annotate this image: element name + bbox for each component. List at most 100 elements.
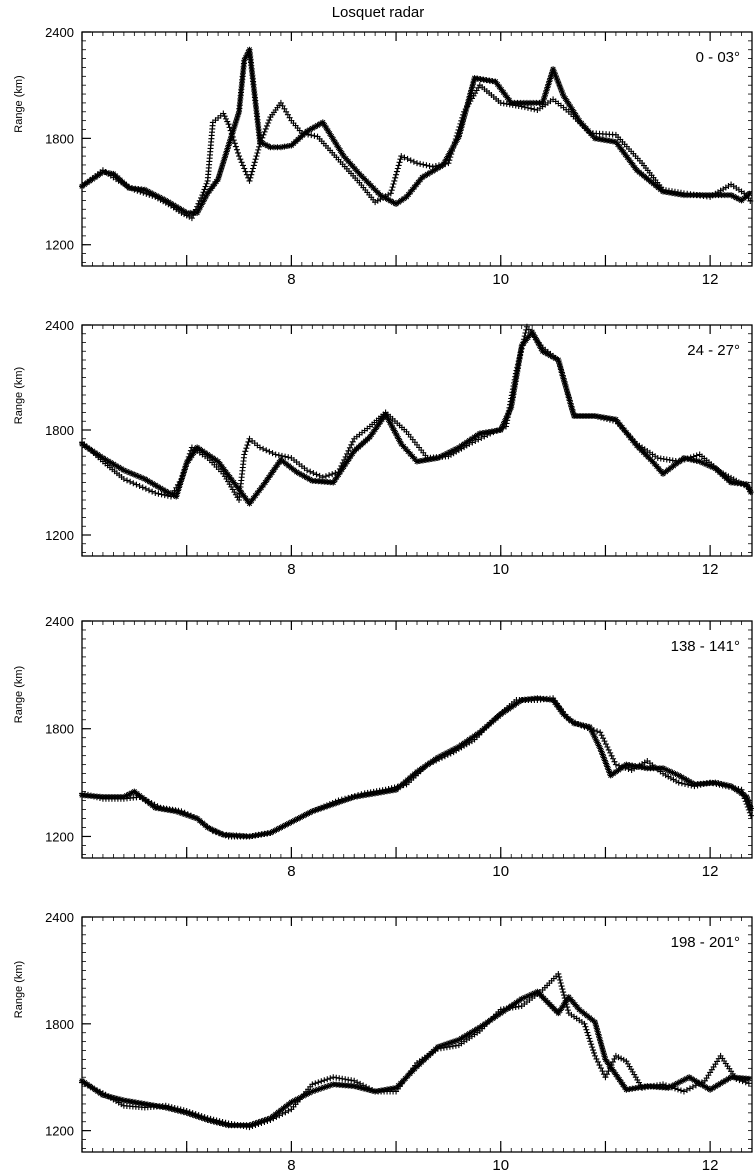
star-marker — [175, 487, 182, 494]
plus-marker — [478, 435, 485, 441]
star-marker — [598, 748, 605, 755]
plus-marker — [236, 153, 243, 160]
plus-marker — [503, 420, 510, 427]
star-marker — [237, 89, 244, 96]
plus-marker — [266, 448, 273, 455]
plus-marker — [746, 809, 753, 816]
plus-marker — [222, 115, 229, 122]
star-marker — [538, 345, 545, 352]
star-marker — [469, 84, 476, 91]
star-marker — [241, 57, 248, 64]
star-marker — [647, 765, 654, 772]
plus-marker — [432, 163, 439, 170]
star-marker — [508, 401, 515, 408]
plus-marker — [178, 209, 185, 216]
star-marker — [330, 479, 337, 486]
star-marker — [126, 469, 133, 476]
star-marker — [686, 778, 693, 785]
star-marker — [461, 1033, 468, 1040]
star-marker — [150, 191, 157, 198]
plus-marker — [593, 1055, 600, 1062]
star-marker — [250, 84, 257, 91]
plus-marker — [265, 120, 272, 126]
y-tick-label: 2400 — [45, 910, 74, 925]
star-marker — [702, 192, 709, 199]
star-marker — [741, 195, 748, 202]
star-marker — [555, 81, 562, 87]
plus-marker — [198, 1113, 205, 1120]
star-marker — [562, 95, 569, 102]
plus-marker — [183, 1108, 190, 1115]
star-marker — [120, 467, 127, 474]
plus-marker — [309, 1081, 316, 1088]
series-star-markers — [79, 46, 753, 216]
series-plus-markers — [79, 82, 754, 222]
plus-marker — [430, 758, 437, 765]
star-marker — [239, 70, 246, 77]
star-marker — [265, 474, 272, 481]
star-marker — [508, 404, 515, 411]
star-marker — [405, 191, 412, 198]
plus-marker — [689, 1083, 696, 1090]
plus-marker — [528, 105, 535, 112]
star-marker — [706, 192, 713, 199]
star-marker — [269, 469, 276, 476]
star-marker — [418, 1059, 425, 1066]
plus-marker — [178, 476, 185, 482]
plus-marker — [127, 478, 134, 485]
plus-marker — [266, 117, 273, 124]
star-marker — [589, 730, 596, 737]
star-marker — [396, 438, 403, 445]
plus-marker — [213, 829, 219, 836]
star-marker — [513, 375, 520, 382]
chart-panel: 12001800240081012UTRange (km)138 - 141° — [13, 614, 754, 880]
star-marker — [358, 173, 365, 180]
plus-marker — [354, 1079, 361, 1086]
plus-marker — [608, 752, 615, 759]
star-marker — [223, 148, 230, 155]
plus-marker — [684, 455, 691, 462]
plus-marker — [604, 744, 611, 751]
plus-marker — [518, 345, 525, 352]
plus-marker — [224, 118, 231, 125]
plus-marker — [258, 137, 265, 144]
star-marker — [468, 734, 475, 741]
panel-label: 138 - 141° — [671, 638, 740, 655]
plus-marker — [245, 438, 252, 445]
plus-marker — [142, 485, 149, 492]
star-marker — [591, 1019, 598, 1026]
plus-marker — [304, 467, 311, 474]
plus-marker — [183, 212, 190, 219]
star-marker — [707, 1086, 714, 1093]
star-marker — [117, 1096, 124, 1103]
plus-marker — [349, 438, 356, 445]
plus-marker — [321, 1077, 328, 1084]
star-marker — [270, 466, 277, 473]
plus-marker — [389, 184, 396, 191]
plus-marker — [231, 140, 238, 147]
star-marker — [270, 144, 277, 151]
star-marker — [559, 89, 566, 96]
plus-marker — [568, 718, 575, 725]
plus-marker — [190, 212, 197, 219]
star-marker — [474, 1025, 481, 1032]
plus-marker — [611, 1055, 618, 1062]
plus-marker — [345, 794, 352, 801]
plus-marker — [225, 121, 232, 128]
star-marker — [192, 447, 199, 454]
star-marker — [553, 75, 560, 82]
plus-marker — [185, 453, 192, 460]
plus-marker — [201, 186, 208, 193]
star-marker — [615, 767, 622, 774]
plus-marker — [124, 477, 131, 484]
plus-marker — [417, 160, 424, 167]
star-marker — [572, 1001, 579, 1008]
star-marker — [552, 72, 559, 79]
star-marker — [333, 141, 340, 148]
plus-marker — [585, 1032, 592, 1039]
star-marker — [465, 96, 472, 103]
plus-marker — [140, 189, 147, 196]
star-marker — [409, 186, 416, 193]
plus-marker — [514, 364, 521, 371]
plus-marker — [612, 761, 619, 768]
